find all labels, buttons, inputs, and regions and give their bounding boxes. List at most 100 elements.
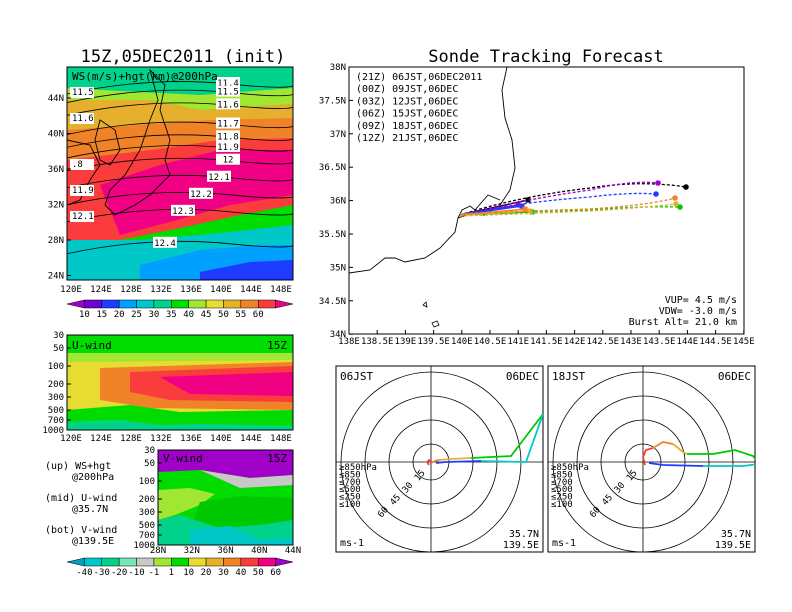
- map-legend-entry: (12Z) 21JST,06DEC: [356, 133, 458, 144]
- mid-ylabel: 300: [48, 393, 64, 403]
- legend-mid2: @35.7N: [72, 504, 108, 515]
- top-contour-label-bg: [171, 204, 195, 216]
- map-legend-entry: (21Z) 06JST,06DEC2011: [356, 72, 482, 83]
- top-contour-label: 11.9: [217, 143, 239, 153]
- legend-bot: (bot) V-wind: [45, 525, 117, 536]
- map-xlabel: 142E: [564, 337, 586, 347]
- top-xlabel: 148E: [270, 285, 292, 295]
- top-colorbar-tick: 45: [201, 310, 212, 320]
- bot-colorbar-swatch: [101, 557, 120, 567]
- map-track-line: [459, 181, 659, 216]
- hodo-date: 06DEC: [718, 370, 751, 383]
- bot-colorbar-swatch: [153, 557, 172, 567]
- hodo-trace: [430, 459, 440, 464]
- mid-ylabel: 50: [53, 344, 64, 354]
- top-colorbar-swatch: [223, 299, 242, 309]
- top-colorbar-tick: 60: [253, 310, 264, 320]
- bot-colorbar-swatch: [118, 557, 137, 567]
- mid-xlabel: 140E: [210, 434, 232, 444]
- mid-xlabel: 132E: [150, 434, 172, 444]
- hodo-level-legend: ≤100: [339, 500, 361, 510]
- top-colorbar-tick: 15: [96, 310, 107, 320]
- map-panel: 38N 37.5N 37N 36.5N 36N 35.5N 35N 34.5N 34N 138E…: [319, 63, 755, 347]
- mid-panel-label: U-wind: [72, 339, 112, 352]
- top-contour-label-bg: [216, 85, 240, 97]
- hodo-trace: [652, 441, 674, 449]
- hodo-trace: [470, 413, 543, 459]
- top-colorbar-swatch: [101, 299, 120, 309]
- top-side-label-bg: [70, 185, 94, 196]
- map-ylabel: 34.5N: [319, 297, 346, 307]
- mid-xlabel: 124E: [90, 434, 112, 444]
- mid-xlabel: 148E: [270, 434, 292, 444]
- top-contour-label-bg: [216, 153, 240, 165]
- map-xlabel: 140E: [451, 337, 473, 347]
- map-track-landing-marker: [653, 191, 659, 197]
- top-ylabel: 28N: [48, 236, 64, 246]
- top-side-label: 12.1: [72, 212, 94, 222]
- bot-xlabel: 44N: [285, 546, 301, 556]
- bot-colorbar-tick: 30: [218, 568, 229, 578]
- hodo-level-legend: ≤250: [551, 493, 573, 503]
- top-colorbar-tick: 10: [79, 310, 90, 320]
- map-xlabel: 143.5E: [643, 337, 676, 347]
- hodo-lat: 35.7N: [509, 529, 539, 540]
- bot-ylabel: 500: [139, 521, 155, 531]
- map-xlabel: 138.5E: [361, 337, 394, 347]
- top-contour-label: 11.5: [217, 88, 239, 98]
- top-contour-label: 11.7: [217, 120, 239, 130]
- map-track-burst-marker: [522, 206, 528, 212]
- hodo-trace: [425, 458, 432, 466]
- hodo-lon: 139.5E: [715, 540, 751, 551]
- hodo-trace: [648, 462, 704, 467]
- hodo-ring: [552, 371, 734, 552]
- top-xlabel: 136E: [180, 285, 202, 295]
- map-ylabel: 37.5N: [319, 96, 346, 106]
- map-ylabel: 34N: [330, 330, 346, 340]
- hodo-date: 06DEC: [506, 370, 539, 383]
- bot-panel-label: V-wind: [163, 452, 203, 465]
- hodo-ring: [624, 443, 662, 481]
- bot-colorbar-swatch: [275, 557, 294, 567]
- top-contour-label-bg: [216, 130, 240, 142]
- bot-xlabel: 40N: [251, 546, 267, 556]
- hodo-level-legend: ≤700: [551, 478, 573, 488]
- right-title: Sonde Tracking Forecast: [428, 47, 663, 67]
- bot-ylabel: 200: [139, 495, 155, 505]
- top-contour-label-bg: [216, 117, 240, 129]
- top-colorbar-swatch: [257, 299, 276, 309]
- bot-xlabel: 36N: [217, 546, 233, 556]
- map-xlabel: 141.5E: [530, 337, 563, 347]
- hodo-lon: 139.5E: [503, 540, 539, 551]
- bot-ylabel: 1000: [133, 541, 155, 551]
- bot-colorbar-swatch: [66, 557, 85, 567]
- bot-ylabel: 300: [139, 508, 155, 518]
- map-info-line: VDW= -3.0 m/s: [659, 306, 737, 317]
- top-contour-label-bg: [207, 170, 231, 182]
- top-xlabel: 128E: [120, 285, 142, 295]
- top-xlabel: 140E: [210, 285, 232, 295]
- hodo-level-legend: ≤500: [551, 485, 573, 495]
- hodo-ring: [600, 419, 686, 505]
- bot-colorbar-tick: 1: [169, 568, 174, 578]
- map-track-line: [459, 183, 687, 216]
- legend-up: (up) WS+hgt: [45, 461, 111, 472]
- map-xlabel: 141E: [507, 337, 529, 347]
- bot-colorbar-swatch: [171, 557, 189, 567]
- top-contour-label: 12.3: [172, 207, 194, 217]
- hodo-level-legend: ≥850hPa: [551, 463, 589, 473]
- top-ylabel: 40N: [48, 130, 64, 140]
- map-xlabel: 145E: [733, 337, 755, 347]
- top-colorbar-swatch: [240, 299, 259, 309]
- mid-ylabel: 30: [53, 331, 64, 341]
- top-field: 11.411.511.611.711.811.91212.112.212.312…: [67, 67, 293, 280]
- map-ylabel: 38N: [330, 63, 346, 73]
- map-legend-entry: (09Z) 18JST,06DEC: [356, 121, 458, 132]
- map-xlabel: 139.5E: [417, 337, 450, 347]
- map-xlabel: 138E: [338, 337, 360, 347]
- top-colorbar-swatch: [84, 299, 103, 309]
